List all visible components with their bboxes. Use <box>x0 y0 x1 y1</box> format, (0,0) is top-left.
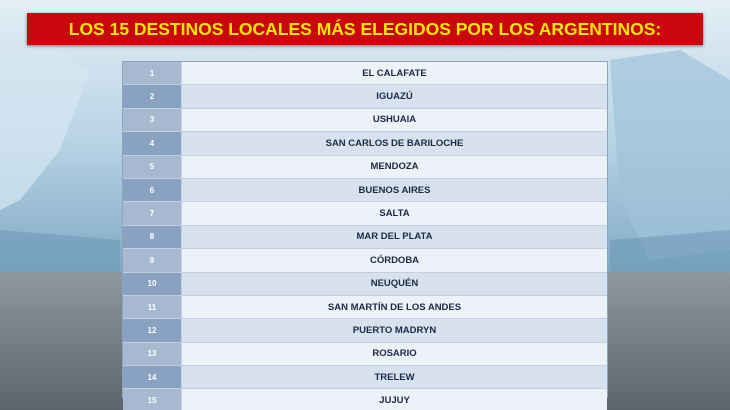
rank-cell: 15 <box>123 389 181 410</box>
table-row: 4 SAN CARLOS DE BARILOCHE <box>123 131 607 155</box>
rank-cell: 6 <box>123 178 181 202</box>
rank-cell: 7 <box>123 202 181 225</box>
rank-cell: 12 <box>123 319 181 342</box>
table-row: 5 MENDOZA <box>123 154 607 178</box>
table-row: 9 CÓRDOBA <box>123 248 607 272</box>
destination-cell: MENDOZA <box>181 155 607 178</box>
rank-cell: 4 <box>123 132 181 155</box>
table-row: 15 JUJUY <box>123 388 607 410</box>
rank-cell: 14 <box>123 366 181 389</box>
destination-cell: EL CALAFATE <box>181 62 607 85</box>
destination-cell: USHUAIA <box>181 108 607 132</box>
rank-cell: 1 <box>123 62 181 85</box>
rank-cell: 2 <box>123 85 181 108</box>
destination-cell: IGUAZÚ <box>181 85 607 108</box>
destination-cell: ROSARIO <box>181 342 607 366</box>
title-banner: LOS 15 DESTINOS LOCALES MÁS ELEGIDOS POR… <box>27 13 703 45</box>
rank-cell: 5 <box>123 155 181 178</box>
table-row: 13 ROSARIO <box>123 341 607 366</box>
ranking-table: 1 EL CALAFATE 2 IGUAZÚ 3 USHUAIA 4 SAN CARLOS D… <box>122 61 608 410</box>
rank-cell: 13 <box>123 342 181 366</box>
rank-cell: 10 <box>123 272 181 295</box>
rank-cell: 8 <box>123 225 181 249</box>
table-row: 12 PUERTO MADRYN <box>123 318 607 342</box>
destination-cell: SAN MARTÍN DE LOS ANDES <box>181 295 607 319</box>
destination-cell: TRELEW <box>181 366 607 389</box>
table-row: 3 USHUAIA <box>123 107 607 132</box>
table-row: 10 NEUQUÉN <box>123 271 607 295</box>
table-row: 7 SALTA <box>123 201 607 225</box>
table-row: 8 MAR DEL PLATA <box>123 224 607 249</box>
destination-cell: NEUQUÉN <box>181 272 607 295</box>
destination-cell: JUJUY <box>181 389 607 410</box>
table-row: 1 EL CALAFATE <box>123 62 607 85</box>
rank-cell: 3 <box>123 108 181 132</box>
rank-cell: 9 <box>123 249 181 272</box>
table-row: 11 SAN MARTÍN DE LOS ANDES <box>123 294 607 319</box>
destination-cell: CÓRDOBA <box>181 249 607 272</box>
rank-cell: 11 <box>123 295 181 319</box>
table-row: 6 BUENOS AIRES <box>123 177 607 202</box>
destination-cell: SALTA <box>181 202 607 225</box>
table-row: 14 TRELEW <box>123 365 607 389</box>
table-row: 2 IGUAZÚ <box>123 84 607 108</box>
destination-cell: PUERTO MADRYN <box>181 319 607 342</box>
destination-cell: BUENOS AIRES <box>181 178 607 202</box>
destination-cell: SAN CARLOS DE BARILOCHE <box>181 132 607 155</box>
destination-cell: MAR DEL PLATA <box>181 225 607 249</box>
